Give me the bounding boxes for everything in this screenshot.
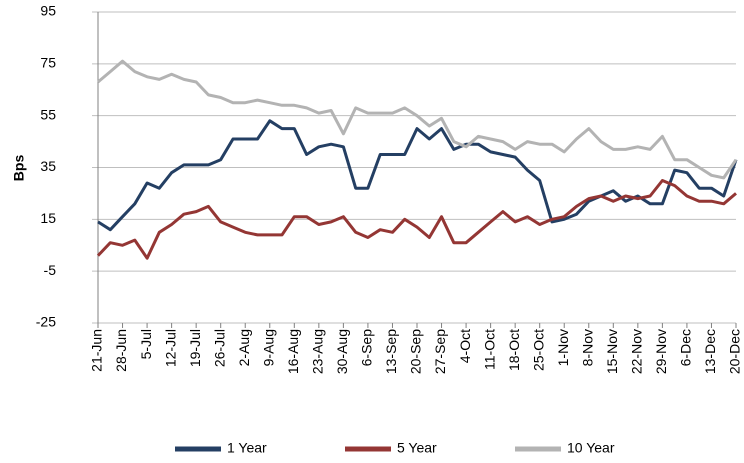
x-tick-label: 25-Oct: [530, 329, 546, 371]
x-tick-label: 30-Aug: [334, 329, 350, 374]
x-tick-label: 4-Oct: [457, 329, 473, 363]
x-tick-label: 18-Oct: [506, 329, 522, 371]
series-line: [96, 179, 737, 260]
x-tick-label: 12-Jul: [162, 329, 178, 367]
x-tick-label: 19-Jul: [187, 329, 203, 367]
legend-label: 1 Year: [227, 440, 267, 456]
x-tick-label: 28-Jun: [113, 329, 129, 372]
y-tick-label: 15: [40, 210, 56, 226]
x-tick-label: 11-Oct: [481, 329, 497, 370]
x-tick-label: 9-Aug: [260, 329, 276, 366]
y-tick-label: -25: [36, 314, 56, 330]
legend-label: 5 Year: [397, 440, 437, 456]
x-tick-label: 20-Sep: [408, 329, 424, 374]
y-tick-label: 95: [40, 3, 56, 19]
x-tick-label: 13-Sep: [383, 329, 399, 374]
y-tick-label: 35: [40, 158, 56, 174]
x-tick-label: 26-Jul: [211, 329, 227, 367]
y-axis-label: Bps: [11, 155, 27, 182]
x-tick-label: 1-Nov: [555, 329, 571, 366]
series-line: [97, 59, 738, 180]
x-tick-label: 27-Sep: [432, 329, 448, 374]
x-tick-label: 16-Aug: [285, 329, 301, 374]
x-tick-label: 2-Aug: [236, 329, 252, 366]
x-tick-label: 29-Nov: [653, 329, 669, 374]
y-tick-label: -5: [44, 262, 57, 278]
x-tick-label: 6-Sep: [359, 329, 375, 367]
x-tick-label: 20-Dec: [727, 329, 743, 374]
series-line: [97, 119, 738, 232]
x-tick-label: 23-Aug: [310, 329, 326, 374]
y-tick-label: 55: [40, 106, 56, 122]
x-tick-label: 22-Nov: [629, 329, 645, 374]
x-tick-label: 21-Jun: [89, 329, 105, 372]
x-tick-label: 8-Nov: [579, 329, 595, 366]
y-tick-label: 75: [40, 55, 56, 71]
x-tick-label: 15-Nov: [604, 329, 620, 374]
legend-label: 10 Year: [567, 440, 615, 456]
x-tick-label: 13-Dec: [702, 329, 718, 374]
x-tick-label: 6-Dec: [678, 329, 694, 366]
x-tick-label: 5-Jul: [138, 329, 154, 359]
